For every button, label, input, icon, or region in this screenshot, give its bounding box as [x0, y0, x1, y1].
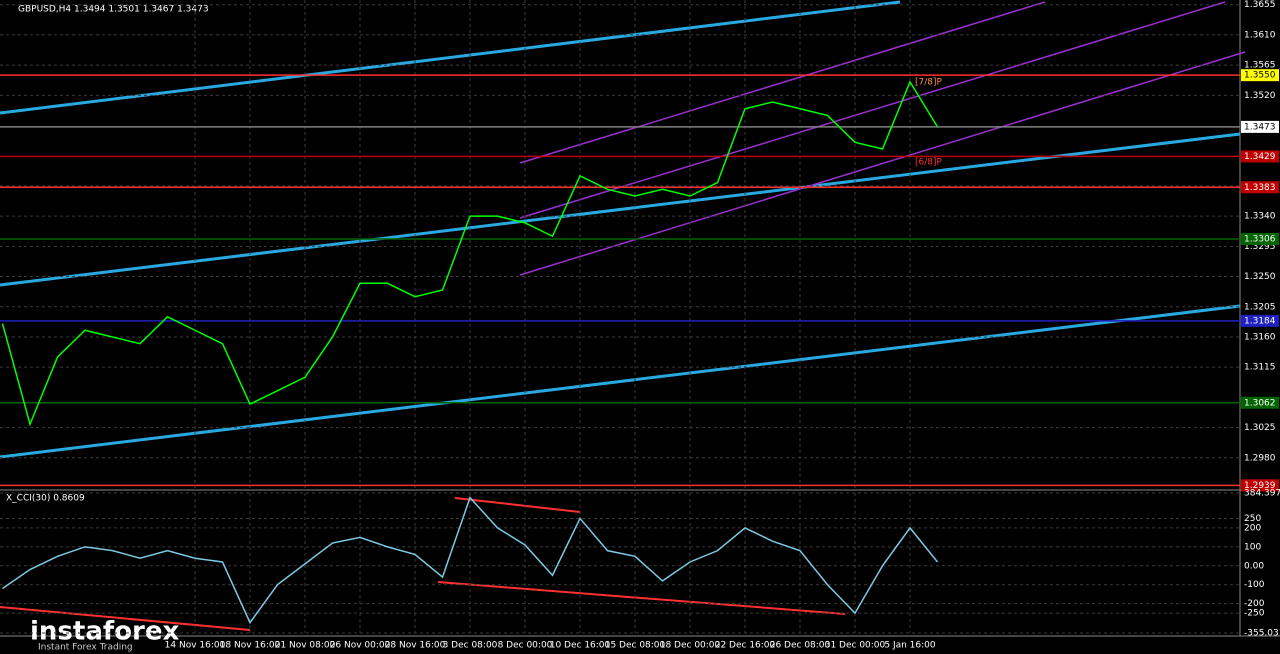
divergence-line: [437, 581, 846, 615]
x-tick-label: 5 Jan 16:00: [884, 641, 936, 651]
price-line: [1, 80, 939, 427]
indicator-title: X_CCI(30) 0.8609: [6, 494, 85, 504]
x-tick-label: 21 Nov 08:00: [275, 641, 336, 651]
y-tick-label: -100: [1244, 580, 1265, 590]
y-tick-label: 0.00: [1244, 561, 1264, 571]
x-tick-label: 18 Dec 00:00: [660, 641, 721, 651]
chart-title: GBPUSD,H4 1.3494 1.3501 1.3467 1.3473: [18, 5, 209, 15]
level-box: [1241, 181, 1279, 194]
divergence-line: [454, 497, 581, 513]
x-tick-label: 15 Dec 08:00: [605, 641, 666, 651]
channel-line: [519, 1, 1046, 164]
y-tick-label: 1.3160: [1244, 332, 1276, 342]
x-tick-label: 14 Nov 16:00: [165, 641, 226, 651]
y-tick-label: 200: [1244, 523, 1261, 533]
y-tick-label: 1.3250: [1244, 272, 1276, 282]
x-tick-label: 26 Dec 08:00: [770, 641, 831, 651]
level-label: 1.3383: [1244, 183, 1276, 193]
y-tick-label: 1.2980: [1244, 453, 1276, 463]
level-box: [1241, 479, 1279, 492]
y-tick-label: 1.3295: [1244, 242, 1276, 252]
level-box: [1241, 150, 1279, 163]
y-tick-label: 1.3115: [1244, 363, 1276, 373]
y-tick-label: 1.3565: [1244, 61, 1276, 71]
x-tick-label: 3 Dec 08:00: [443, 641, 498, 651]
level-box: [1241, 396, 1279, 409]
annotation: [7/8]P: [915, 78, 943, 88]
y-tick-label: 1.3610: [1244, 30, 1276, 40]
x-tick-label: 28 Nov 16:00: [385, 641, 446, 651]
y-tick-label: -355.0311: [1244, 629, 1280, 639]
y-tick-label: 1.3655: [1244, 0, 1276, 10]
trend-line: [0, 304, 1241, 459]
x-tick-label: 8 Dec 00:00: [498, 641, 553, 651]
x-tick-label: 26 Nov 00:00: [330, 641, 391, 651]
y-tick-label: -200: [1244, 599, 1265, 609]
y-tick-label: 250: [1244, 514, 1261, 524]
level-label: 1.3550: [1244, 71, 1276, 81]
x-tick-label: 10 Dec 16:00: [550, 641, 611, 651]
x-tick-label: 22 Dec 16:00: [715, 641, 776, 651]
level-box: [1241, 232, 1279, 245]
x-tick-label: 31 Dec 00:00: [825, 641, 886, 651]
trend-line: [0, 0, 901, 115]
channel-line: [519, 1, 1226, 219]
level-label: 1.3306: [1244, 234, 1276, 244]
watermark-brand: instaforex: [30, 617, 180, 647]
level-box: [1241, 69, 1279, 82]
level-label: 1.2939: [1244, 481, 1276, 491]
level-label: 1.3062: [1244, 398, 1276, 408]
y-tick-label: 1.3520: [1244, 91, 1276, 101]
price-line: [2, 496, 939, 625]
trend-line: [0, 132, 1241, 287]
level-label: 1.3473: [1244, 122, 1276, 132]
level-box: [1241, 120, 1279, 133]
level-label: 1.3184: [1244, 316, 1276, 326]
channel-line: [519, 51, 1246, 276]
y-tick-label: 1.3205: [1244, 302, 1276, 312]
y-tick-label: 1.3340: [1244, 212, 1276, 222]
annotation: [6/8]P: [915, 158, 943, 168]
y-tick-label: 100: [1244, 542, 1261, 552]
level-box: [1241, 314, 1279, 327]
divergence-line: [0, 606, 251, 631]
level-label: 1.3429: [1244, 152, 1276, 162]
y-tick-label: 1.3025: [1244, 423, 1276, 433]
y-tick-label: -250: [1244, 609, 1265, 619]
watermark-tagline: Instant Forex Trading: [38, 643, 133, 653]
x-tick-label: 18 Nov 16:00: [220, 641, 281, 651]
